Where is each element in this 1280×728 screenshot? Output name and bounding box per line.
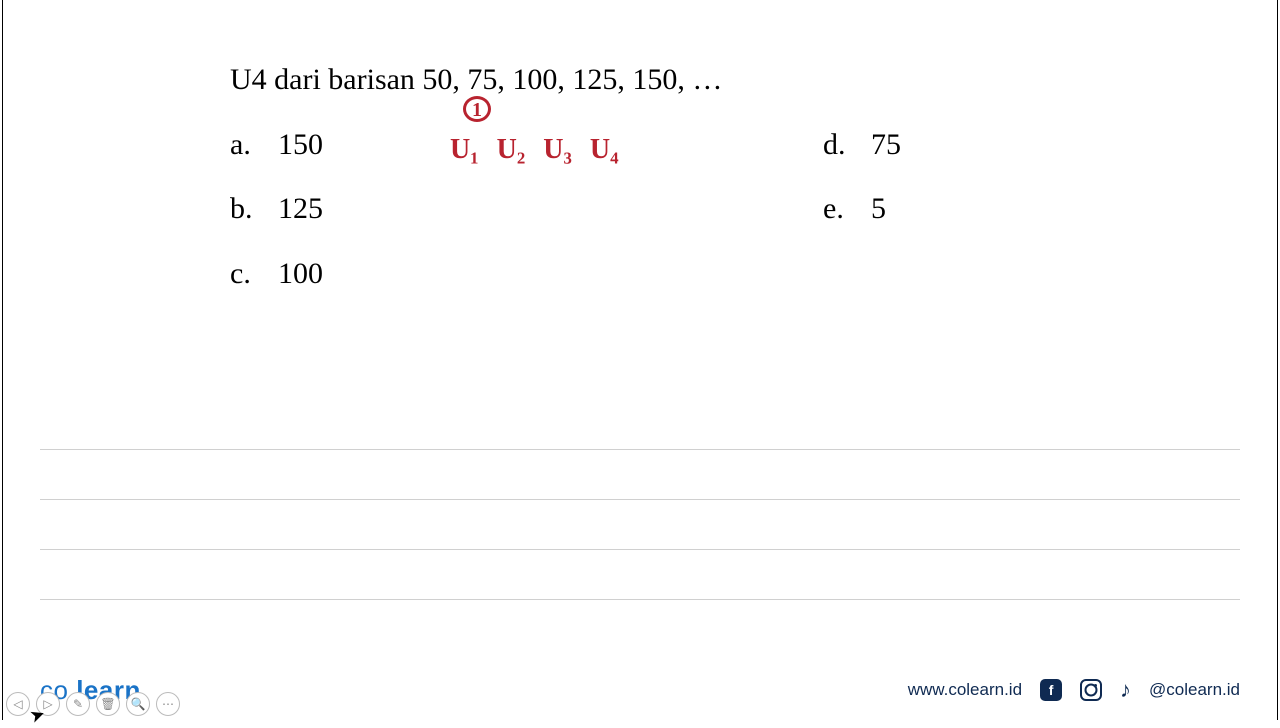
edit-button[interactable]: ✎ xyxy=(66,692,90,716)
rule-line xyxy=(40,500,1240,550)
handwriting-sequence-labels: U₁ U₂ U₃ U₄ xyxy=(450,134,619,166)
handwriting-circle-label: 1 xyxy=(472,99,482,121)
option-value: 125 xyxy=(278,189,323,230)
option-letter: e. xyxy=(823,189,853,230)
rule-line xyxy=(40,450,1240,500)
rule-line xyxy=(40,550,1240,600)
option-e: e. 5 xyxy=(823,189,901,230)
option-a: a. 150 xyxy=(230,125,323,166)
options-left-column: a. 150 b. 125 c. 100 xyxy=(230,125,323,319)
tiktok-icon: ♪ xyxy=(1120,677,1131,703)
footer-bar: co learn www.colearn.id f ♪ @colearn.id xyxy=(0,660,1280,720)
option-value: 150 xyxy=(278,125,323,166)
option-letter: a. xyxy=(230,125,260,166)
option-letter: c. xyxy=(230,254,260,295)
facebook-icon: f xyxy=(1040,679,1062,701)
prev-button[interactable]: ◁ xyxy=(6,692,30,716)
seq-u3: U₃ xyxy=(543,134,572,166)
option-value: 100 xyxy=(278,254,323,295)
rule-line xyxy=(40,400,1240,450)
zoom-button[interactable]: 🔍 xyxy=(126,692,150,716)
more-button[interactable]: ⋯ xyxy=(156,692,180,716)
option-value: 75 xyxy=(871,125,901,166)
question-block: U4 dari barisan 50, 75, 100, 125, 150, …… xyxy=(230,60,901,318)
trash-button[interactable]: 🗑 xyxy=(96,692,120,716)
handwriting-circle-1: 1 xyxy=(463,96,491,122)
option-d: d. 75 xyxy=(823,125,901,166)
seq-u2: U₂ xyxy=(497,134,526,166)
ruled-lines-area xyxy=(40,400,1240,600)
footer-url: www.colearn.id xyxy=(908,680,1022,700)
option-letter: d. xyxy=(823,125,853,166)
question-title: U4 dari barisan 50, 75, 100, 125, 150, … xyxy=(230,60,901,101)
seq-u1: U₁ xyxy=(450,134,479,166)
seq-u4: U₄ xyxy=(590,134,619,166)
option-c: c. 100 xyxy=(230,254,323,295)
footer-right: www.colearn.id f ♪ @colearn.id xyxy=(908,677,1240,703)
option-value: 5 xyxy=(871,189,886,230)
footer-handle: @colearn.id xyxy=(1149,680,1240,700)
option-b: b. 125 xyxy=(230,189,323,230)
instagram-icon xyxy=(1080,679,1102,701)
options-right-column: d. 75 e. 5 xyxy=(823,125,901,319)
option-letter: b. xyxy=(230,189,260,230)
